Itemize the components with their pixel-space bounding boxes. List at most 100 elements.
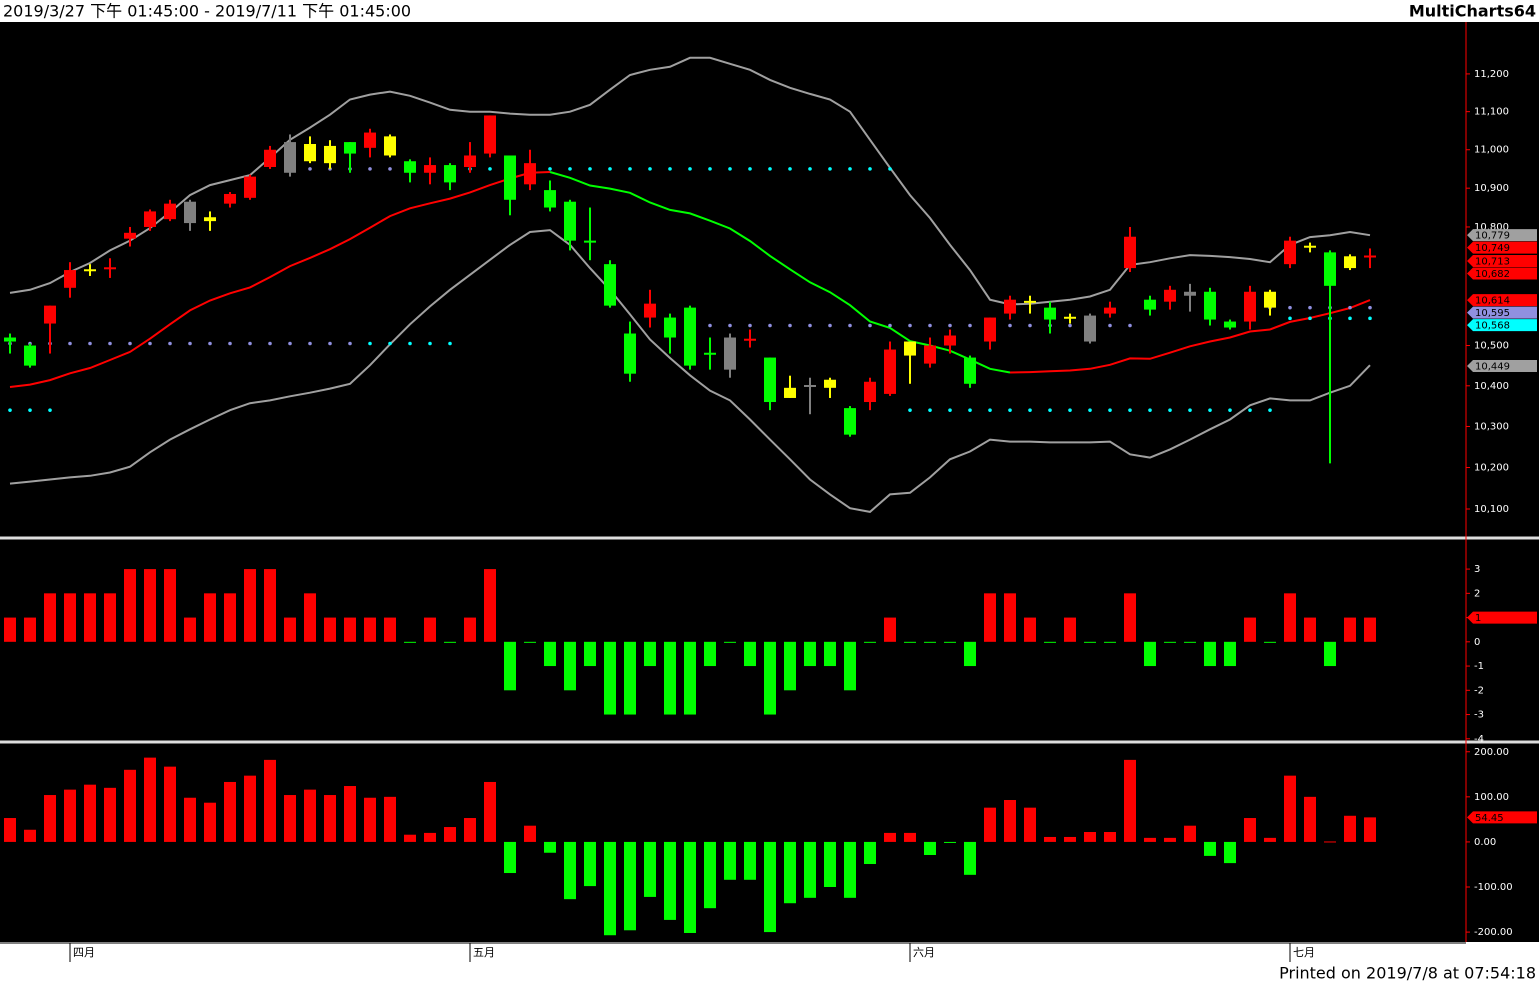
level-dot <box>688 167 692 171</box>
bar <box>1184 825 1196 842</box>
bar <box>764 641 776 715</box>
level-dot <box>1268 408 1272 412</box>
bar <box>44 795 56 842</box>
bar <box>564 641 576 691</box>
level-dot <box>868 167 872 171</box>
bar <box>1344 815 1356 842</box>
level-dot <box>1228 408 1232 412</box>
bar <box>604 641 616 715</box>
bar <box>544 841 556 853</box>
level-dot <box>848 167 852 171</box>
y-tick-label: -100.00 <box>1474 882 1513 893</box>
level-dot <box>1048 408 1052 412</box>
y-tick-label: 10,800 <box>1474 222 1509 233</box>
bar <box>164 569 176 642</box>
candle-body <box>64 270 76 288</box>
bar <box>264 759 276 842</box>
candle-body <box>124 232 136 239</box>
bar <box>584 641 596 667</box>
candle-body <box>1204 291 1216 320</box>
level-dot <box>1288 305 1292 310</box>
bar <box>924 641 936 643</box>
level-dot <box>248 341 252 346</box>
candle-body <box>604 264 616 306</box>
bar <box>784 841 796 904</box>
candle-body <box>44 305 56 324</box>
bar <box>1304 796 1316 842</box>
level-dot <box>648 167 652 171</box>
level-dot <box>1308 305 1312 310</box>
bar <box>1124 593 1136 642</box>
price-tag <box>1467 319 1537 332</box>
candle-body <box>1304 245 1316 248</box>
bar <box>24 829 36 842</box>
level-dot <box>828 167 832 171</box>
level-dot <box>728 323 732 328</box>
bar <box>324 795 336 842</box>
candle-body <box>184 201 196 224</box>
level-dot <box>1108 408 1112 412</box>
x-tick-label: 四月 <box>73 946 95 959</box>
bar <box>1224 641 1236 667</box>
level-dot <box>28 408 32 412</box>
bar <box>104 787 116 842</box>
level-dot <box>988 408 992 412</box>
price-tag-label: 10,568 <box>1475 321 1510 332</box>
bar <box>1164 641 1176 643</box>
bar <box>504 641 516 691</box>
bar <box>884 617 896 642</box>
candle-body <box>444 165 456 183</box>
bar <box>744 641 756 667</box>
bar <box>964 841 976 875</box>
bar <box>544 641 556 667</box>
candle-body <box>244 176 256 198</box>
level-dot <box>768 167 772 171</box>
bar <box>244 775 256 842</box>
bar <box>624 641 636 715</box>
bar <box>624 841 636 931</box>
level-dot <box>48 408 52 412</box>
y-tick-label: 10,100 <box>1474 504 1509 515</box>
level-dot <box>548 167 552 171</box>
bar <box>764 841 776 933</box>
candle-body <box>404 161 416 173</box>
candle-body <box>1184 291 1196 296</box>
price-tag-label: 10,595 <box>1475 308 1510 319</box>
bar <box>4 617 16 642</box>
bar <box>824 841 836 888</box>
candle-body <box>1104 307 1116 314</box>
candle-body <box>844 408 856 435</box>
level-dot <box>1008 323 1012 328</box>
candle-body <box>364 132 376 148</box>
level-dot <box>748 323 752 328</box>
level-dot <box>348 341 352 346</box>
bar <box>1084 832 1096 842</box>
bar <box>984 807 996 842</box>
level-dot <box>368 167 372 171</box>
y-tick-label: 200.00 <box>1474 747 1509 758</box>
bar <box>944 841 956 843</box>
candle-body <box>1144 299 1156 310</box>
candle-body <box>324 145 336 164</box>
bar <box>384 617 396 642</box>
candle-body <box>284 142 296 173</box>
bar <box>124 769 136 842</box>
bar <box>984 593 996 642</box>
level-dot <box>328 341 332 346</box>
bar <box>804 841 816 898</box>
level-dot <box>1128 323 1132 328</box>
bar <box>4 818 16 842</box>
candle-body <box>264 149 276 167</box>
candle-body <box>1164 289 1176 302</box>
y-tick-label: 10,900 <box>1474 183 1509 194</box>
bar <box>1304 617 1316 642</box>
bar <box>684 841 696 933</box>
level-dot <box>888 323 892 328</box>
price-tag-label: 10,614 <box>1475 296 1510 307</box>
bar <box>304 789 316 842</box>
bar <box>904 832 916 842</box>
bar <box>744 841 756 880</box>
bar <box>524 641 536 643</box>
bar <box>664 841 676 920</box>
candle-body <box>944 335 956 346</box>
